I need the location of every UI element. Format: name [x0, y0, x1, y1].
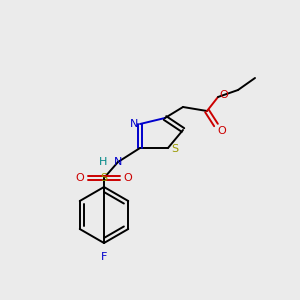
Text: F: F: [101, 252, 107, 262]
Text: H: H: [99, 157, 107, 167]
Text: N: N: [114, 157, 122, 167]
Text: S: S: [171, 144, 178, 154]
Text: O: O: [76, 173, 84, 183]
Text: O: O: [220, 90, 228, 100]
Text: S: S: [100, 173, 108, 183]
Text: N: N: [130, 119, 138, 129]
Text: O: O: [218, 126, 226, 136]
Text: O: O: [124, 173, 132, 183]
